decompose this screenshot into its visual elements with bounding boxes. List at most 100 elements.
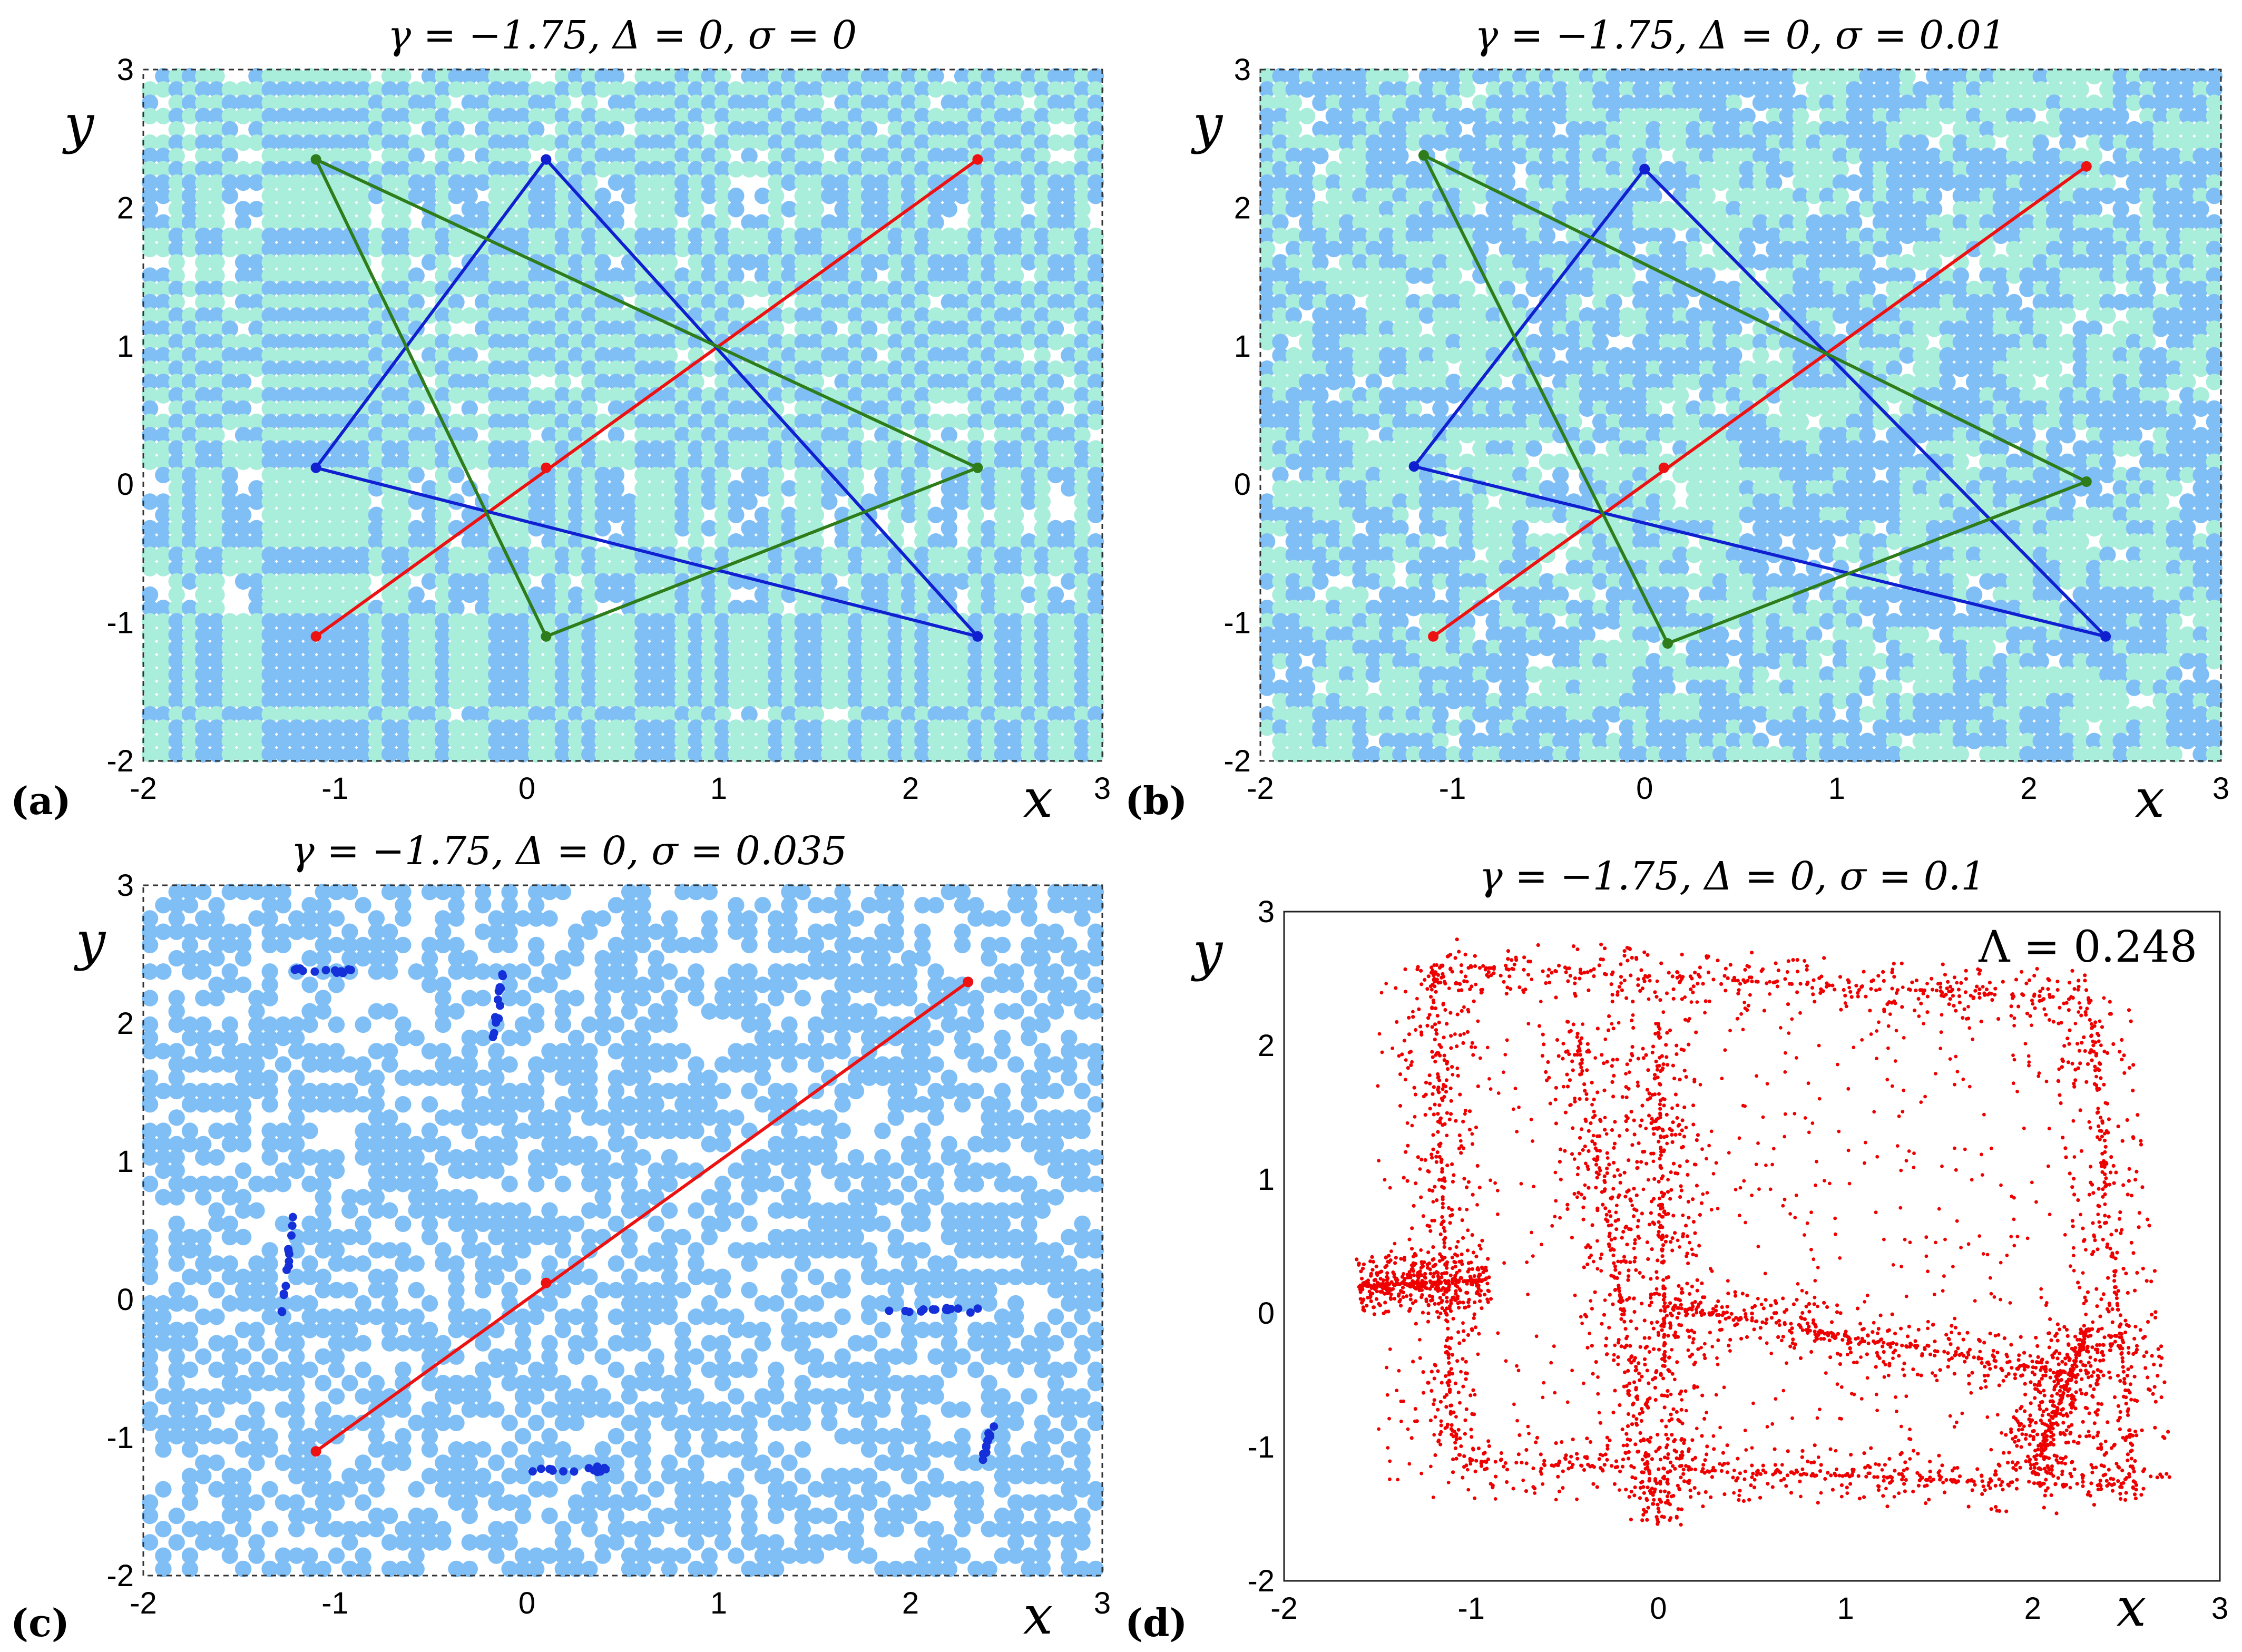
basin-point	[234, 666, 252, 683]
basin-point	[208, 227, 225, 245]
basin-point	[155, 613, 172, 630]
basin-point	[155, 666, 172, 683]
basin-point	[248, 94, 265, 111]
x-tick-label: -1	[321, 771, 349, 806]
basin-point	[155, 280, 172, 297]
y-tick-label: 0	[117, 467, 134, 502]
basin-point	[234, 360, 252, 377]
basin-point	[261, 294, 278, 311]
basin-point	[181, 706, 199, 723]
basin-point	[168, 107, 185, 124]
basin-point	[248, 732, 265, 749]
basin-point	[195, 107, 212, 124]
basin-point	[155, 653, 172, 670]
basin-point	[155, 440, 172, 457]
basin-point	[181, 81, 199, 98]
basin-point	[168, 600, 185, 617]
basin-point	[195, 347, 212, 364]
basin-point	[221, 613, 238, 630]
basin-point	[1087, 746, 1104, 763]
basin-point	[195, 506, 212, 523]
basin-point	[181, 613, 199, 630]
basin-point	[208, 307, 225, 324]
basin-point	[181, 161, 199, 178]
basin-point	[261, 121, 278, 138]
basin-point	[234, 413, 252, 431]
basin-point	[195, 67, 212, 85]
basin-point	[181, 600, 199, 617]
basin-point	[234, 81, 252, 98]
basin-point	[208, 387, 225, 404]
basin-point	[261, 280, 278, 297]
basin-point	[181, 546, 199, 563]
basin-point	[261, 188, 278, 204]
y-tick-label: -1	[106, 606, 134, 640]
basin-point	[181, 201, 199, 218]
basin-point	[195, 121, 212, 138]
basin-point	[741, 493, 758, 510]
basin-point	[195, 81, 212, 98]
basin-point	[168, 480, 185, 497]
basin-point	[195, 413, 212, 431]
basin-point	[248, 267, 265, 284]
basin-point	[181, 387, 199, 404]
basin-point	[141, 148, 159, 164]
basin-point	[155, 746, 172, 763]
basin-point	[261, 347, 278, 364]
basin-point	[155, 134, 172, 151]
basin-point	[168, 732, 185, 749]
basin-point	[221, 546, 238, 563]
basin-point	[181, 506, 199, 523]
basin-point	[181, 520, 199, 537]
basin-point	[221, 121, 238, 138]
basin-point	[195, 493, 212, 510]
basin-point	[208, 692, 225, 710]
basin-point	[248, 639, 265, 657]
basin-point	[155, 107, 172, 124]
basin-point	[168, 506, 185, 523]
basin-point	[234, 267, 252, 284]
basin-point	[221, 719, 238, 736]
basin-point	[208, 161, 225, 178]
basin-point	[141, 533, 159, 550]
orbit-point	[541, 154, 552, 165]
basin-point	[195, 334, 212, 350]
basin-point	[181, 560, 199, 576]
basin-point	[208, 148, 225, 164]
basin-point	[261, 307, 278, 324]
basin-point	[208, 67, 225, 85]
basin-point	[155, 732, 172, 749]
basin-point	[168, 573, 185, 590]
basin-point	[221, 134, 238, 151]
basin-point	[155, 413, 172, 431]
basin-point	[155, 560, 172, 576]
basin-point	[248, 453, 265, 470]
basin-point	[195, 466, 212, 484]
basin-point	[155, 427, 172, 444]
basin-point	[234, 506, 252, 523]
basin-point	[168, 254, 185, 271]
basin-point	[261, 480, 278, 497]
basin-point	[208, 546, 225, 563]
basin-point	[1087, 188, 1104, 204]
basin-point	[141, 440, 159, 457]
basin-point	[261, 360, 278, 377]
basin-point	[261, 148, 278, 164]
basin-point	[208, 294, 225, 311]
basin-point	[221, 692, 238, 710]
basin-point	[168, 666, 185, 683]
basin-point	[234, 214, 252, 231]
basin-point	[248, 586, 265, 603]
basin-point	[195, 613, 212, 630]
basin-point	[195, 374, 212, 390]
basin-point	[181, 307, 199, 324]
basin-point	[195, 666, 212, 683]
basin-point	[181, 413, 199, 431]
basin-point	[168, 533, 185, 550]
basin-point	[221, 94, 238, 111]
basin-point	[221, 107, 238, 124]
basin-point	[141, 360, 159, 377]
basin-point	[248, 613, 265, 630]
basin-point	[141, 174, 159, 191]
basin-point	[195, 706, 212, 723]
